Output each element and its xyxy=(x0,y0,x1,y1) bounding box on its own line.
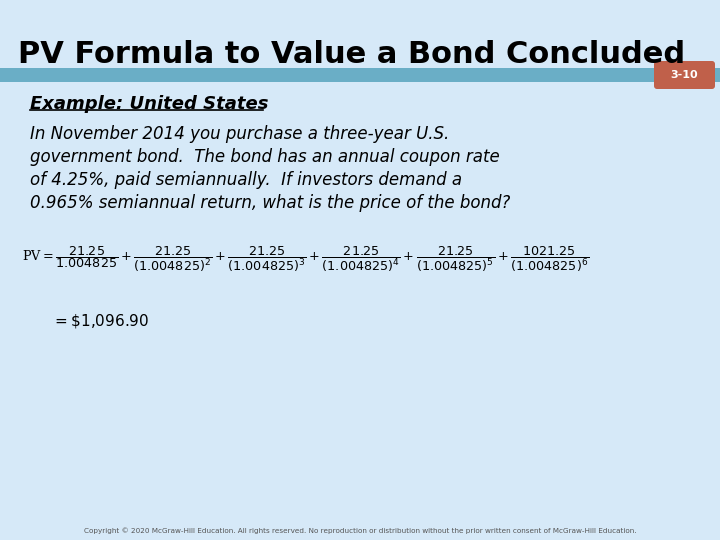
Text: government bond.  The bond has an annual coupon rate: government bond. The bond has an annual … xyxy=(30,148,500,166)
Text: $\mathregular{PV} = \dfrac{21.25}{1.004825}+\dfrac{21.25}{(1.004825)^{2}}+\dfrac: $\mathregular{PV} = \dfrac{21.25}{1.0048… xyxy=(22,245,589,274)
Text: 3-10: 3-10 xyxy=(670,70,698,80)
Text: PV Formula to Value a Bond Concluded: PV Formula to Value a Bond Concluded xyxy=(18,40,685,69)
Text: Copyright © 2020 McGraw-Hill Education. All rights reserved. No reproduction or : Copyright © 2020 McGraw-Hill Education. … xyxy=(84,528,636,534)
Text: In November 2014 you purchase a three-year U.S.: In November 2014 you purchase a three-ye… xyxy=(30,125,449,143)
FancyBboxPatch shape xyxy=(654,61,715,89)
Text: Example: United States: Example: United States xyxy=(30,95,269,113)
Text: $= \$1{,}096.90$: $= \$1{,}096.90$ xyxy=(52,312,149,330)
Text: of 4.25%, paid semiannually.  If investors demand a: of 4.25%, paid semiannually. If investor… xyxy=(30,171,462,189)
Text: 0.965% semiannual return, what is the price of the bond?: 0.965% semiannual return, what is the pr… xyxy=(30,194,510,212)
FancyBboxPatch shape xyxy=(0,68,720,82)
